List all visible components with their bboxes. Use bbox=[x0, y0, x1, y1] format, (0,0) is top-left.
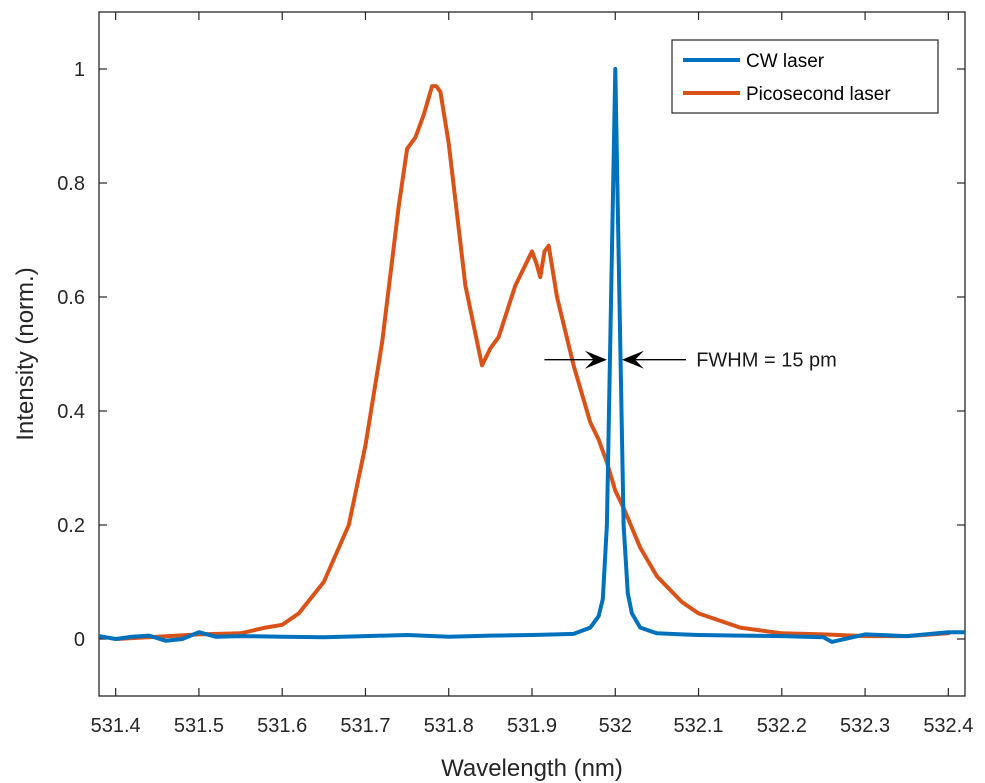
x-tick-label: 531.5 bbox=[174, 715, 224, 737]
fwhm-annotation: FWHM = 15 pm bbox=[544, 350, 837, 372]
series-group bbox=[99, 67, 965, 644]
y-tick-label: 1 bbox=[74, 59, 85, 81]
y-tick-label: 0.8 bbox=[57, 173, 85, 195]
x-tick-label: 531.6 bbox=[257, 715, 307, 737]
legend-label-picosecond: Picosecond laser bbox=[746, 84, 891, 105]
x-tick-label: 532 bbox=[599, 715, 632, 737]
y-tick-label: 0.6 bbox=[57, 287, 85, 309]
fwhm-annotation-text: FWHM = 15 pm bbox=[696, 350, 837, 372]
axis-ticks: 531.4 531.5 531.6 531.7 531.8 531.9 532 532.1 53… bbox=[57, 12, 973, 737]
x-tick-label: 532.1 bbox=[674, 715, 724, 737]
series-line-cw-laser bbox=[99, 67, 965, 644]
x-tick-label: 531.4 bbox=[91, 715, 141, 737]
x-axis-title: Wavelength (nm) bbox=[441, 755, 623, 782]
x-tick-label: 532.4 bbox=[923, 715, 973, 737]
x-tick-label: 531.8 bbox=[424, 715, 474, 737]
fwhm-arrow-right-head bbox=[621, 350, 644, 369]
y-tick-label: 0.4 bbox=[57, 401, 85, 423]
fwhm-arrow-left-head bbox=[584, 350, 607, 369]
x-tick-label: 531.7 bbox=[340, 715, 390, 737]
series-line-picosecond-laser bbox=[113, 84, 951, 641]
legend-label-cw: CW laser bbox=[746, 51, 825, 72]
plot-area bbox=[98, 11, 966, 697]
y-tick-label: 0 bbox=[74, 629, 85, 651]
x-tick-label: 532.2 bbox=[757, 715, 807, 737]
legend: CW laser Picosecond laser bbox=[671, 39, 939, 114]
x-tick-label: 532.3 bbox=[840, 715, 890, 737]
y-tick-label: 0.2 bbox=[57, 515, 85, 537]
legend-box bbox=[671, 39, 939, 114]
x-tick-label: 531.9 bbox=[507, 715, 557, 737]
y-axis-title: Intensity (norm.) bbox=[12, 267, 39, 440]
